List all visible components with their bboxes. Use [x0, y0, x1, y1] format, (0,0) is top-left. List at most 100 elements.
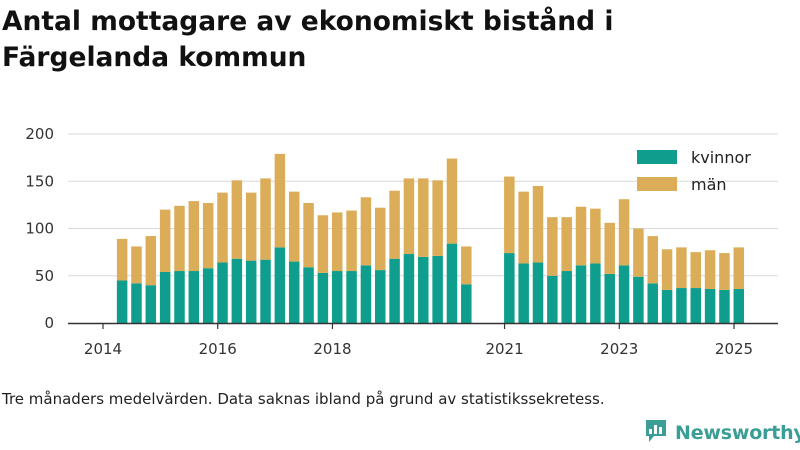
bar-kvinnor — [389, 258, 400, 323]
bar-kvinnor — [504, 253, 515, 323]
bar-man — [733, 247, 745, 289]
bar-man — [260, 178, 271, 260]
bar-man — [661, 249, 673, 290]
x-tick-label: 2014 — [84, 340, 122, 358]
bar-man — [676, 247, 687, 289]
y-tick-label: 0 — [44, 314, 54, 332]
x-tick-label: 2016 — [199, 340, 237, 358]
x-tick-label: 2023 — [600, 340, 638, 358]
legend-swatch — [637, 177, 677, 191]
bar-kvinnor — [174, 271, 185, 323]
bar-kvinnor — [217, 262, 228, 323]
bar-man — [618, 199, 630, 266]
bar-man — [174, 205, 185, 272]
bar-kvinnor — [159, 271, 171, 323]
bar-man — [461, 246, 472, 285]
brand-logo[interactable]: Newsworthy — [644, 419, 800, 447]
bar-kvinnor — [647, 283, 658, 323]
legend-swatch — [637, 150, 677, 164]
bar-kvinnor — [446, 243, 458, 323]
bar-kvinnor — [604, 273, 615, 323]
bar-kvinnor — [719, 289, 730, 323]
bar-kvinnor — [260, 259, 271, 323]
y-tick-label: 100 — [25, 220, 54, 238]
bar-kvinnor — [145, 285, 157, 323]
bar-man — [245, 192, 257, 261]
bar-kvinnor — [375, 270, 386, 323]
x-tick-label: 2018 — [313, 340, 351, 358]
bar-kvinnor — [432, 255, 443, 323]
bar-kvinnor — [561, 271, 572, 323]
bar-man — [145, 236, 157, 286]
bar-man — [690, 252, 702, 289]
bar-kvinnor — [690, 288, 702, 323]
bar-man — [188, 201, 200, 272]
chart-title: Antal mottagare av ekonomiskt bistånd i … — [2, 6, 614, 73]
bar-kvinnor — [532, 262, 544, 323]
bar-chart-bubble-icon — [644, 418, 668, 448]
bar-kvinnor — [575, 265, 587, 323]
bar-kvinnor — [131, 283, 142, 323]
bar-kvinnor — [346, 271, 357, 323]
bar-kvinnor — [288, 261, 300, 323]
bar-kvinnor — [188, 271, 200, 323]
axes: 0 50 100 150 200 2014 2016 2018 2021 2023 2025 — [25, 125, 778, 358]
bar-kvinnor — [618, 265, 630, 323]
bar-kvinnor — [303, 267, 314, 323]
bar-man — [288, 191, 300, 262]
bar-man — [131, 246, 142, 284]
bar-man — [604, 222, 615, 274]
bar-man — [446, 158, 458, 244]
bar-kvinnor — [418, 256, 429, 323]
bar-kvinnor — [403, 254, 415, 323]
bar-man — [202, 202, 214, 269]
bar-kvinnor — [461, 284, 472, 323]
y-tick-label: 200 — [25, 125, 54, 143]
bar-kvinnor — [547, 275, 558, 323]
bar-man — [389, 190, 400, 259]
bar-man — [403, 178, 415, 255]
bar-man — [217, 192, 228, 263]
y-tick-label: 50 — [35, 267, 54, 285]
bar-kvinnor — [733, 288, 745, 323]
x-tick-label: 2025 — [715, 340, 753, 358]
bar-man — [159, 209, 171, 272]
brand-name: Newsworthy — [675, 422, 800, 444]
bar-kvinnor — [116, 280, 128, 323]
bar-man — [375, 207, 386, 271]
bar-kvinnor — [317, 272, 329, 323]
bar-kvinnor — [518, 263, 529, 323]
legend: kvinnor män — [637, 148, 751, 194]
bar-man — [504, 176, 515, 254]
bar-man — [231, 180, 243, 259]
bar-man — [346, 210, 357, 272]
bar-man — [633, 228, 644, 277]
bar-kvinnor — [661, 289, 673, 323]
bar-man — [418, 178, 429, 257]
bar-man — [575, 206, 587, 266]
bar-man — [561, 217, 572, 272]
bar-kvinnor — [590, 263, 601, 323]
bars — [116, 153, 745, 323]
bar-man — [432, 180, 443, 256]
bar-man — [704, 250, 716, 289]
bar-man — [116, 238, 128, 281]
chart-caption: Tre månaders medelvärden. Data saknas ib… — [2, 390, 605, 408]
legend-label: kvinnor — [691, 148, 751, 167]
bar-kvinnor — [704, 288, 716, 323]
bar-kvinnor — [202, 268, 214, 323]
bar-kvinnor — [676, 288, 687, 323]
bar-man — [547, 217, 558, 276]
bar-man — [317, 215, 329, 273]
bar-man — [274, 153, 286, 248]
legend-label: män — [691, 175, 727, 194]
bar-man — [360, 197, 372, 266]
bar-kvinnor — [633, 276, 644, 323]
bar-man — [590, 208, 601, 264]
bar-man — [647, 236, 658, 284]
bar-man — [303, 202, 314, 268]
bar-kvinnor — [331, 271, 343, 323]
bar-man — [518, 191, 529, 264]
x-tick-label: 2021 — [485, 340, 523, 358]
bar-kvinnor — [245, 260, 257, 323]
